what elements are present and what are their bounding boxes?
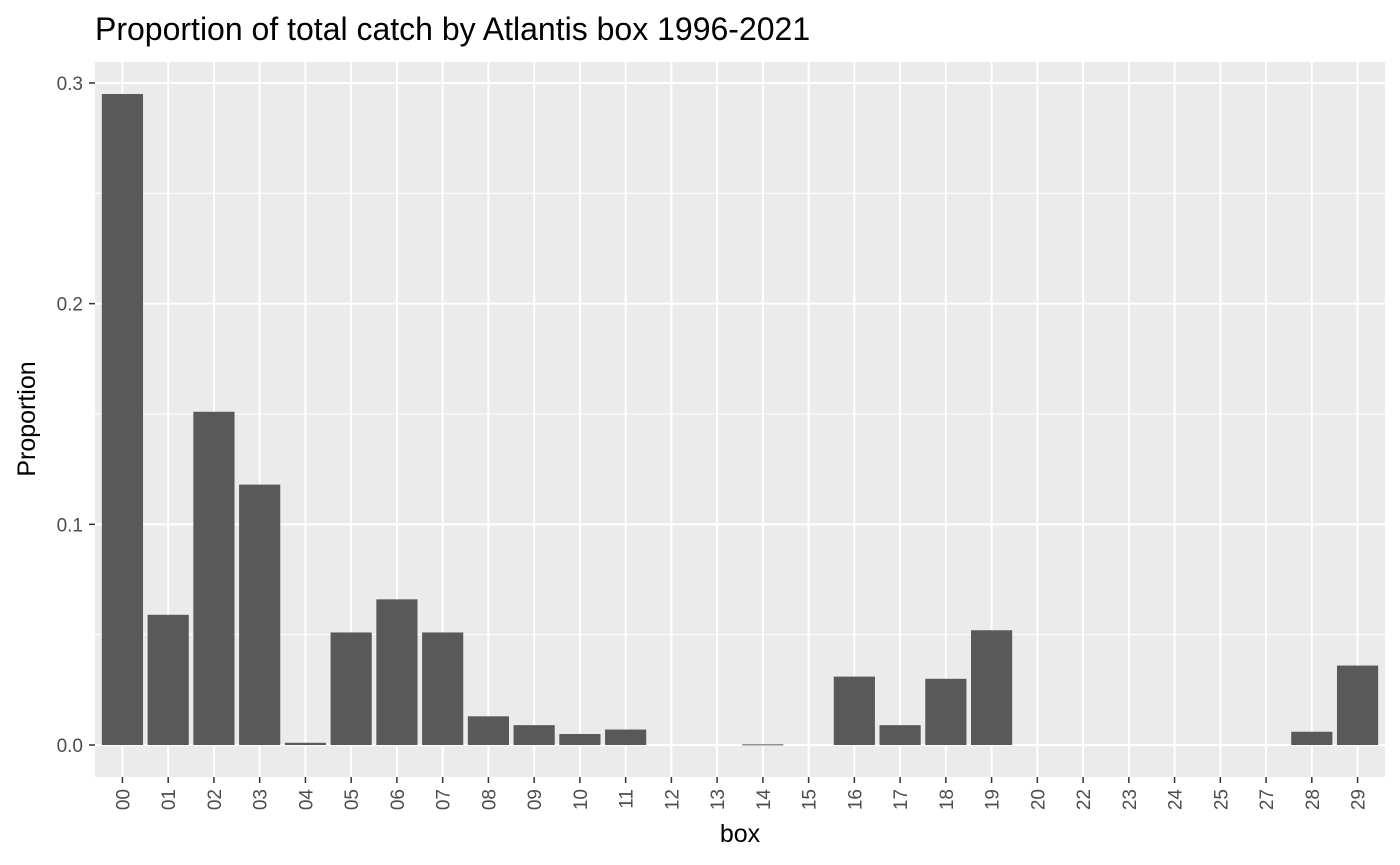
x-tick-label: 05 [342, 789, 363, 810]
x-tick-label: 18 [937, 789, 958, 810]
x-tick-label: 07 [434, 789, 455, 810]
grid-minor [95, 192, 1385, 636]
bar-00 [101, 93, 144, 746]
bar-11 [605, 729, 647, 746]
x-tick-label: 19 [983, 789, 1004, 810]
x-tick-label: 25 [1211, 789, 1232, 810]
x-tick-label: 12 [662, 789, 683, 810]
bar-05 [330, 632, 372, 746]
bar-16 [833, 676, 875, 746]
x-tick-label: 03 [251, 789, 272, 810]
bar-07 [422, 632, 464, 746]
x-tick-label: 23 [1120, 789, 1141, 810]
bar-02 [193, 411, 235, 746]
y-axis-title: Proportion [13, 361, 41, 476]
x-tick-label: 13 [708, 789, 729, 810]
x-tick-label: 08 [479, 789, 500, 810]
x-tick-label: 15 [800, 789, 821, 810]
y-tick-label: 0.2 [57, 295, 83, 316]
bar-03 [239, 484, 281, 746]
x-tick-label: 20 [1028, 789, 1049, 810]
bar-04 [284, 742, 327, 746]
bar-06 [376, 599, 418, 746]
chart-title: Proportion of total catch by Atlantis bo… [95, 11, 810, 47]
y-tick-label: 0.0 [57, 736, 83, 757]
bar-19 [971, 630, 1013, 746]
y-axis: 0.0 0.1 0.2 0.3 [57, 74, 95, 757]
x-tick-label: 22 [1074, 789, 1095, 810]
x-tick-label: 11 [617, 789, 638, 809]
x-axis: 00 01 02 03 04 05 06 07 08 09 10 11 12 13 14 15 16 17 18 19… [113, 777, 1370, 811]
bar-08 [467, 716, 509, 746]
x-tick-label: 27 [1257, 789, 1278, 810]
bars [101, 93, 1379, 746]
x-tick-label: 06 [388, 789, 409, 810]
x-tick-label: 24 [1166, 789, 1187, 811]
bar-14 [742, 744, 784, 746]
x-tick-label: 04 [296, 789, 317, 811]
x-tick-label: 10 [571, 789, 592, 810]
x-tick-label: 02 [205, 789, 226, 810]
x-tick-label: 14 [754, 789, 775, 811]
x-tick-label: 16 [845, 789, 866, 810]
bar-18 [925, 678, 967, 746]
x-tick-label: 00 [113, 789, 134, 810]
x-axis-title: box [720, 820, 761, 848]
bar-17 [879, 725, 921, 746]
y-tick-label: 0.1 [57, 515, 83, 536]
bar-28 [1291, 731, 1333, 746]
bar-01 [147, 614, 189, 746]
x-tick-label: 09 [525, 789, 546, 810]
x-tick-label: 29 [1349, 789, 1370, 810]
x-tick-label: 17 [891, 789, 912, 810]
y-tick-label: 0.3 [57, 74, 83, 95]
bar-09 [513, 725, 555, 746]
x-tick-label: 28 [1303, 789, 1324, 810]
bar-29 [1336, 665, 1379, 746]
x-tick-label: 01 [159, 789, 180, 810]
plot-panel [95, 62, 1385, 777]
bar-10 [559, 733, 601, 746]
